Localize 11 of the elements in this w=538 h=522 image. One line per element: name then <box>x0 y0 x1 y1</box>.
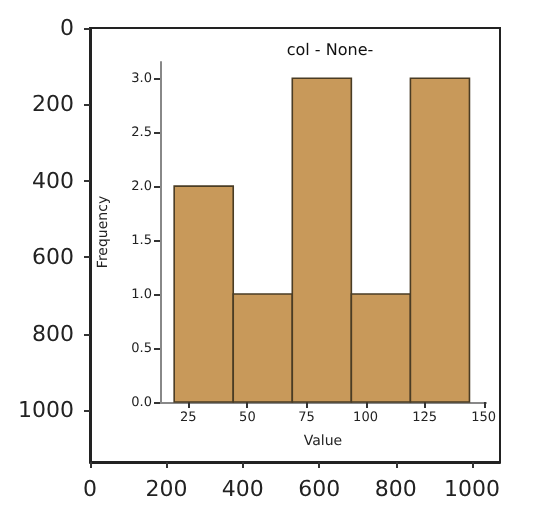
y-tick-label: 0 <box>60 15 74 41</box>
x-tick-label: 400 <box>221 476 264 502</box>
y-tick-label: 600 <box>32 244 74 271</box>
y-tick-label: 200 <box>32 91 74 118</box>
chart-title: col - None- <box>286 41 374 59</box>
x-tick-label: 1000 <box>444 476 501 502</box>
x-tick-label: 800 <box>374 476 417 502</box>
y-tick-label: 800 <box>32 320 74 347</box>
x-tick-label: 600 <box>298 476 341 502</box>
x-tick-label: 0 <box>83 476 97 502</box>
y-tick-label: 400 <box>32 167 74 194</box>
